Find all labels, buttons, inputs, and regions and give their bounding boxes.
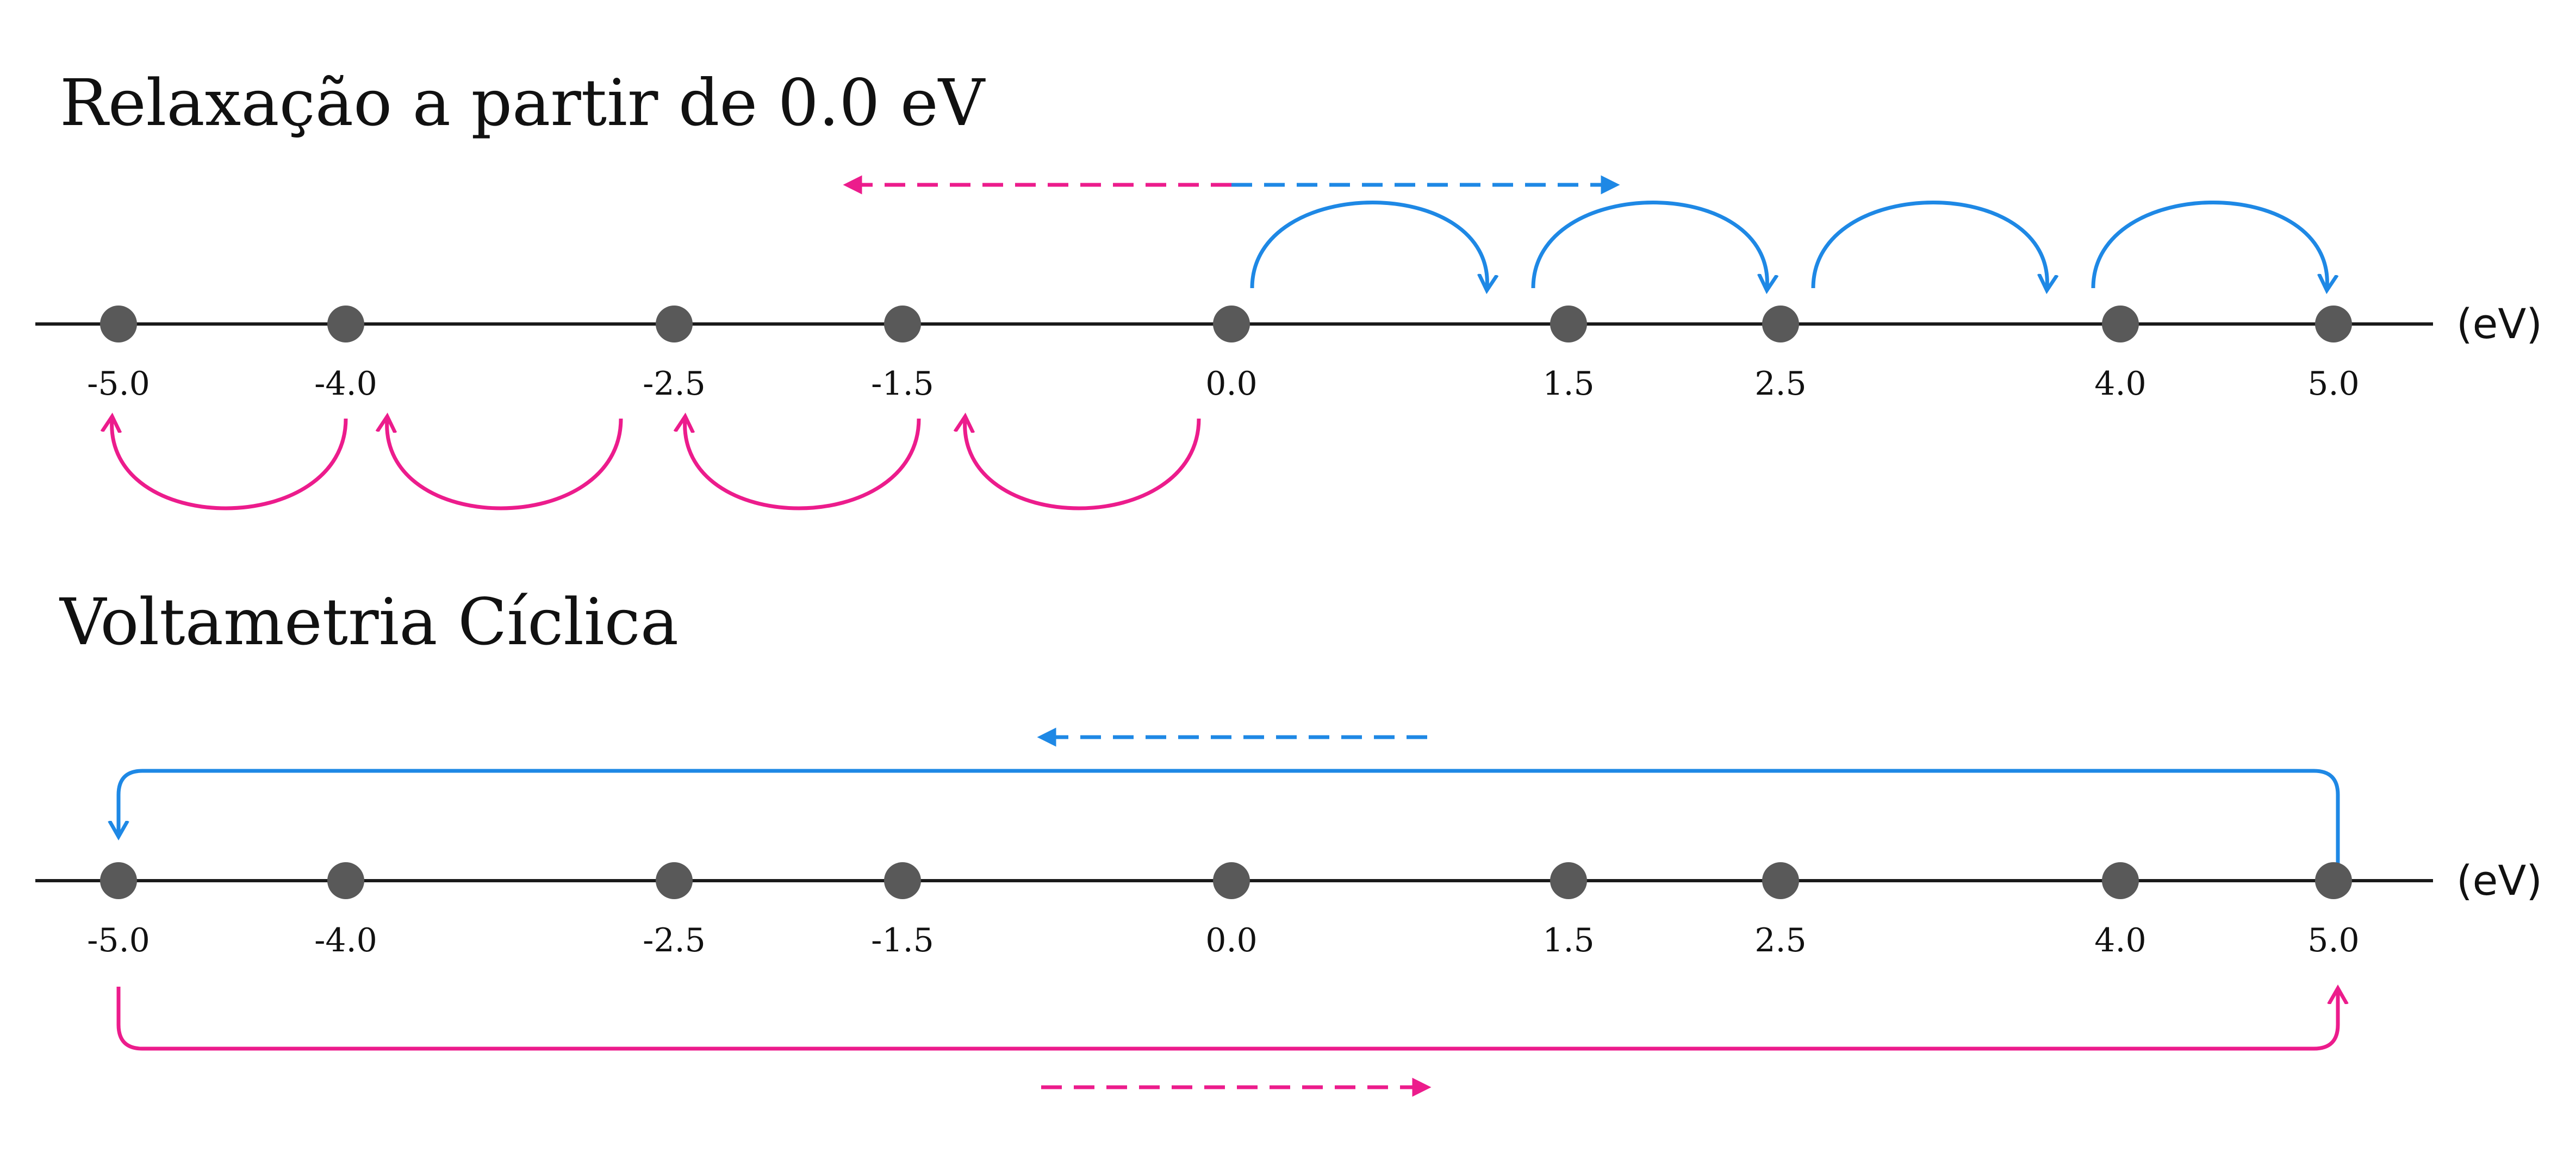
tick-label: -1.5 xyxy=(871,921,934,959)
tick-label: 1.5 xyxy=(1542,921,1594,959)
relaxation-title: Relaxação a partir de 0.0 eV xyxy=(60,65,986,140)
energy-point xyxy=(1550,862,1587,899)
energy-point xyxy=(1762,306,1799,342)
energy-point xyxy=(100,862,137,899)
cyclic-points xyxy=(100,862,2352,899)
tick-label: 5.0 xyxy=(2307,921,2359,959)
energy-point xyxy=(656,862,693,899)
relaxation-tick-labels: -5.0 -4.0 -2.5 -1.5 0.0 1.5 2.5 4.0 5.0 xyxy=(87,365,2360,403)
blue-hop-arrow-icon xyxy=(1250,201,1487,289)
cyclic-unit-label: (eV) xyxy=(2456,856,2542,905)
energy-point xyxy=(1550,306,1587,342)
energy-point xyxy=(1213,306,1250,342)
energy-point xyxy=(1213,862,1250,899)
energy-point xyxy=(2102,862,2139,899)
tick-label: -5.0 xyxy=(87,365,150,403)
blue-hop-arrow-icon xyxy=(1531,201,1767,289)
tick-label: 2.5 xyxy=(1754,921,1806,959)
tick-label: 4.0 xyxy=(2094,365,2146,403)
energy-point xyxy=(327,306,364,342)
relaxation-panel: Relaxação a partir de 0.0 eV -5.0 -4.0 -2.… xyxy=(35,65,2542,510)
loop-arrow-pink-icon xyxy=(116,987,2338,1051)
tick-label: 0.0 xyxy=(1205,365,1257,403)
energy-point xyxy=(884,306,921,342)
relaxation-unit-label: (eV) xyxy=(2456,300,2542,348)
loop-arrow-blue-icon xyxy=(119,769,2340,869)
tick-label: 5.0 xyxy=(2307,365,2359,403)
tick-label: -4.0 xyxy=(314,365,377,403)
tick-label: 0.0 xyxy=(1205,921,1257,959)
cyclic-panel: Voltametria Cíclica -5.0 -4.0 -2.5 -1.5 0.0 1… xyxy=(35,584,2542,1097)
energy-point xyxy=(327,862,364,899)
pink-hop-arrow-icon xyxy=(112,419,348,510)
pink-hop-arrow-icon xyxy=(965,419,1201,510)
tick-label: -4.0 xyxy=(314,921,377,959)
energy-point xyxy=(1762,862,1799,899)
tick-label: 4.0 xyxy=(2094,921,2146,959)
energy-point xyxy=(884,862,921,899)
energy-point xyxy=(656,306,693,342)
tick-label: 1.5 xyxy=(1542,365,1594,403)
cyclic-title: Voltametria Cíclica xyxy=(59,584,679,659)
energy-point xyxy=(100,306,137,342)
energy-point xyxy=(2315,306,2352,342)
blue-hop-arrows xyxy=(1250,201,2327,289)
blue-hop-arrow-icon xyxy=(1811,201,2047,289)
pink-hop-arrows xyxy=(112,419,1201,510)
tick-label: -2.5 xyxy=(643,365,706,403)
tick-label: -5.0 xyxy=(87,921,150,959)
energy-point xyxy=(2315,862,2352,899)
energy-point xyxy=(2102,306,2139,342)
tick-label: -2.5 xyxy=(643,921,706,959)
tick-label: 2.5 xyxy=(1754,365,1806,403)
relaxation-points xyxy=(100,306,2352,342)
pink-hop-arrow-icon xyxy=(387,419,623,510)
pink-hop-arrow-icon xyxy=(685,419,921,510)
blue-hop-arrow-icon xyxy=(2091,201,2327,289)
tick-label: -1.5 xyxy=(871,365,934,403)
cyclic-tick-labels: -5.0 -4.0 -2.5 -1.5 0.0 1.5 2.5 4.0 5.0 xyxy=(87,921,2360,959)
